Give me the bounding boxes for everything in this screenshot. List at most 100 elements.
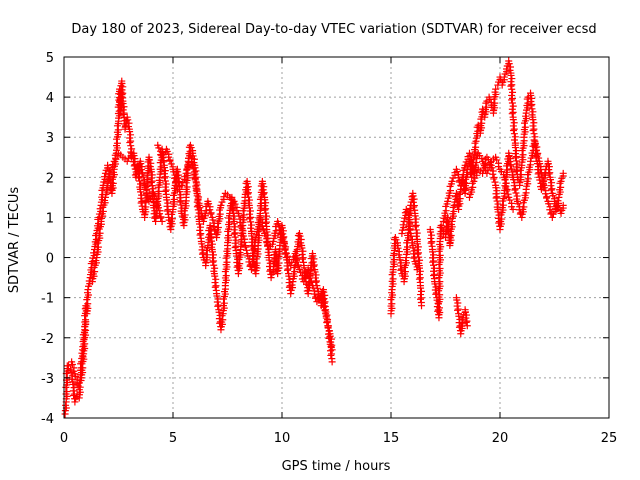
data-point (101, 196, 109, 204)
data-point (507, 82, 515, 90)
x-tick-label: 0 (60, 431, 68, 446)
data-point (62, 401, 70, 409)
data-point (463, 322, 471, 330)
data-point (450, 207, 458, 215)
data-point (318, 292, 326, 300)
data-point (530, 130, 538, 138)
data-point (137, 160, 145, 168)
data-point (251, 242, 259, 250)
data-point (283, 266, 291, 274)
data-point (498, 81, 506, 89)
data-point (510, 119, 518, 127)
data-point (248, 221, 256, 229)
data-point (417, 287, 425, 295)
data-point (182, 169, 190, 177)
data-point (436, 291, 444, 299)
data-point (126, 128, 134, 136)
data-point (417, 295, 425, 303)
data-point (489, 170, 497, 178)
data-point (200, 217, 208, 225)
data-point (188, 158, 196, 166)
data-point (412, 215, 420, 223)
x-tick-label: 15 (383, 431, 400, 446)
data-point (511, 154, 519, 162)
data-point (212, 275, 220, 283)
chart-title: Day 180 of 2023, Sidereal Day-to-day VTE… (71, 22, 596, 37)
data-point (215, 308, 223, 316)
data-point (170, 168, 178, 176)
axis-ticks: 0 5 10 15 20 25 -4 -3 -2 -1 0 1 2 3 4 5 (41, 51, 617, 446)
data-point (265, 256, 273, 264)
data-point (300, 264, 308, 272)
data-point (211, 272, 219, 280)
data-point (472, 143, 480, 151)
data-point (435, 304, 443, 312)
data-point (454, 306, 462, 314)
data-point (510, 176, 518, 184)
x-tick-label: 20 (492, 431, 509, 446)
data-point (417, 284, 425, 292)
data-point (547, 176, 555, 184)
data-point (291, 268, 299, 276)
data-point (324, 323, 332, 331)
data-point (397, 266, 405, 274)
data-point (129, 158, 137, 166)
data-point (236, 218, 244, 226)
data-point (508, 85, 516, 93)
data-point (81, 340, 89, 348)
data-point (171, 179, 179, 187)
data-point (545, 170, 553, 178)
data-point (262, 199, 270, 207)
data-point (483, 169, 491, 177)
data-point (414, 243, 422, 251)
data-point (292, 252, 300, 260)
data-point (136, 177, 144, 185)
data-point (164, 199, 172, 207)
data-point (281, 246, 289, 254)
data-point (327, 342, 335, 350)
data-point (509, 88, 517, 96)
data-point (275, 226, 283, 234)
data-point (230, 230, 238, 238)
data-point (524, 175, 532, 183)
data-point (537, 170, 545, 178)
data-point (189, 165, 197, 173)
data-point (222, 272, 230, 280)
data-point (192, 179, 200, 187)
data-point (430, 272, 438, 280)
data-point (498, 215, 506, 223)
data-point (252, 234, 260, 241)
data-point (463, 311, 471, 319)
data-point (79, 364, 87, 372)
data-point (267, 274, 275, 282)
data-point (508, 110, 516, 118)
data-point (259, 190, 267, 198)
data-point (492, 194, 500, 202)
data-point (148, 171, 156, 179)
data-point (307, 278, 315, 286)
data-point (530, 119, 538, 127)
y-tick-label: 3 (46, 131, 54, 146)
data-point (519, 151, 527, 159)
data-point (94, 243, 102, 251)
data-point (438, 224, 446, 232)
y-tick-label: -1 (41, 292, 54, 307)
data-point (486, 161, 494, 169)
data-point (543, 194, 551, 202)
data-point (163, 196, 171, 204)
data-point (444, 197, 452, 205)
data-point (64, 362, 72, 370)
data-point (137, 188, 145, 196)
data-point (528, 94, 536, 102)
data-point (177, 201, 185, 209)
data-point (157, 214, 165, 222)
y-tick-label: 1 (46, 211, 54, 226)
data-point (327, 335, 335, 343)
data-point (538, 173, 546, 181)
data-point (533, 151, 541, 159)
data-point (325, 327, 333, 335)
data-point (535, 154, 543, 162)
data-point (159, 158, 167, 166)
data-point (322, 312, 330, 320)
data-point (396, 256, 404, 264)
